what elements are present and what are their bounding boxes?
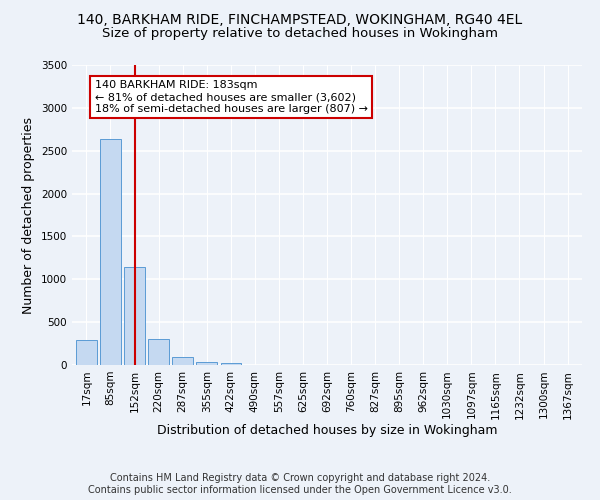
Bar	[221, 363, 241, 365]
Bar	[172, 357, 193, 365]
Y-axis label: Number of detached properties: Number of detached properties	[22, 116, 35, 314]
Bar	[148, 340, 169, 365]
Text: 140 BARKHAM RIDE: 183sqm
← 81% of detached houses are smaller (3,602)
18% of sem: 140 BARKHAM RIDE: 183sqm ← 81% of detach…	[95, 80, 368, 114]
Text: Contains HM Land Registry data © Crown copyright and database right 2024.
Contai: Contains HM Land Registry data © Crown c…	[88, 474, 512, 495]
Text: Size of property relative to detached houses in Wokingham: Size of property relative to detached ho…	[102, 28, 498, 40]
X-axis label: Distribution of detached houses by size in Wokingham: Distribution of detached houses by size …	[157, 424, 497, 437]
Text: 140, BARKHAM RIDE, FINCHAMPSTEAD, WOKINGHAM, RG40 4EL: 140, BARKHAM RIDE, FINCHAMPSTEAD, WOKING…	[77, 12, 523, 26]
Bar	[124, 268, 145, 365]
Bar	[100, 138, 121, 365]
Bar	[76, 340, 97, 365]
Bar	[196, 362, 217, 365]
